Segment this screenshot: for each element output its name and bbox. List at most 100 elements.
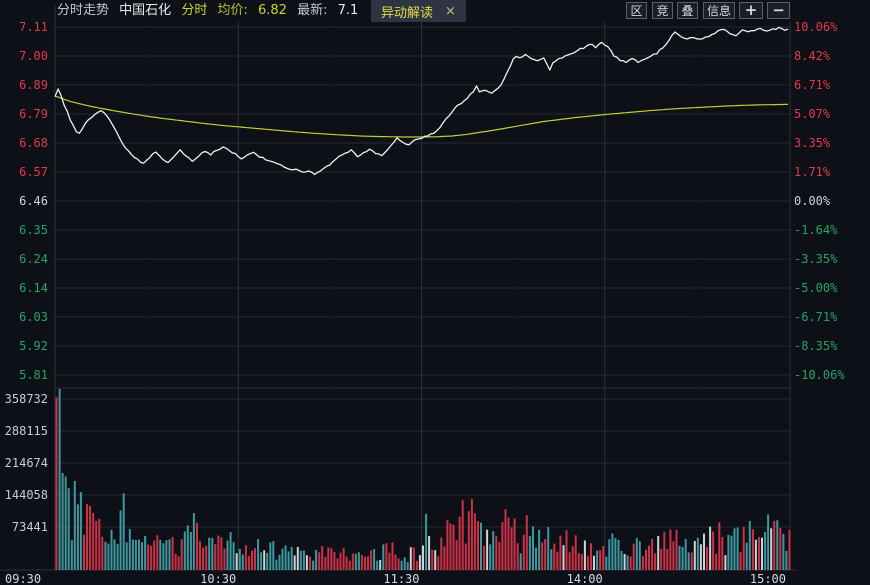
volume-bar <box>156 535 159 570</box>
volume-bar <box>562 545 565 570</box>
volume-bar <box>675 529 678 570</box>
volume-bar <box>342 547 345 570</box>
volume-bar <box>693 541 696 570</box>
volume-bar <box>64 476 67 570</box>
volume-bar <box>266 552 269 570</box>
volume-bar <box>260 552 263 570</box>
toolbar-button-bid[interactable]: 竞 <box>652 2 673 19</box>
mode-label[interactable]: 分时 <box>181 3 208 18</box>
volume-bar <box>611 533 614 570</box>
volume-bar <box>116 544 119 570</box>
volume-bar <box>422 545 424 570</box>
volume-bar <box>706 547 708 570</box>
price-axis-label: 6.79 <box>19 107 48 121</box>
volume-bar <box>764 531 767 570</box>
volume-bar <box>583 540 586 570</box>
volume-bar <box>202 547 205 570</box>
avg-price-line <box>54 95 788 138</box>
price-axis-label: 6.89 <box>19 78 48 92</box>
toolbar-button-zoom-in[interactable]: + <box>739 2 763 19</box>
volume-bar <box>336 558 339 570</box>
volume-bar <box>672 541 675 570</box>
price-axis-label: 6.14 <box>19 281 48 295</box>
volume-bar <box>382 544 385 570</box>
volume-bar <box>125 542 128 570</box>
price-axis-label: 7.00 <box>19 49 48 63</box>
volume-bar <box>452 524 455 570</box>
volume-bar <box>724 555 727 570</box>
volume-bar <box>684 538 687 570</box>
volume-bar <box>183 531 186 570</box>
volume-bar <box>415 560 418 570</box>
volume-bar <box>409 547 412 570</box>
volume-bar <box>89 505 92 570</box>
volume-bar <box>418 555 421 570</box>
toolbar-button-overlay[interactable]: 叠 <box>677 2 698 19</box>
volume-bar <box>244 545 247 570</box>
toolbar-button-info[interactable]: 信息 <box>703 2 735 19</box>
volume-bar <box>159 539 162 570</box>
volume-bar <box>302 550 305 570</box>
volume-bar <box>596 550 599 570</box>
volume-bar <box>189 532 192 570</box>
volume-bar <box>510 527 513 570</box>
volume-bar <box>385 543 388 570</box>
volume-bar <box>367 556 369 570</box>
volume-bar <box>727 534 730 570</box>
volume-bar <box>498 542 501 570</box>
volume-bar <box>345 556 348 570</box>
volume-bar <box>605 556 608 570</box>
volume-bar <box>397 558 400 570</box>
volume-bar <box>199 541 201 570</box>
volume-axis-label: 73441 <box>11 520 48 534</box>
price-axis-label: 5.92 <box>19 339 48 353</box>
close-icon[interactable]: × <box>445 3 456 19</box>
volume-bar <box>599 550 602 570</box>
pct-axis-label: -8.35% <box>794 339 838 353</box>
volume-bar <box>269 542 272 570</box>
volume-bar <box>153 540 156 570</box>
volume-bar <box>186 525 189 570</box>
volume-bar <box>318 552 321 570</box>
volume-bar <box>657 536 660 570</box>
volume-bar <box>773 520 776 570</box>
volume-bar <box>580 554 583 570</box>
volume-bar <box>733 528 736 570</box>
volume-bar <box>373 549 376 570</box>
volume-bar <box>681 547 684 570</box>
volume-bar <box>425 513 428 570</box>
volume-bar <box>767 514 770 570</box>
volume-bar <box>141 542 143 570</box>
volume-bar <box>324 556 327 570</box>
volume-bar <box>586 555 589 570</box>
volume-bar <box>412 547 415 570</box>
volume-bar <box>678 545 681 570</box>
volume-bar <box>73 480 76 570</box>
pct-axis-label: 8.42% <box>794 49 831 63</box>
price-axis-label: 5.81 <box>19 368 48 382</box>
price-axis-label: 6.68 <box>19 136 48 150</box>
volume-bar <box>388 552 391 570</box>
volume-bar <box>525 515 528 570</box>
toolbar-button-zoom-out[interactable]: − <box>767 2 790 19</box>
tab-anomaly-interpretation[interactable]: 异动解读 × <box>371 0 466 22</box>
volume-bar <box>620 550 623 570</box>
volume-bar <box>696 537 699 570</box>
volume-bar <box>275 559 278 570</box>
volume-bar <box>745 542 748 570</box>
volume-bar <box>461 500 464 570</box>
volume-bar <box>128 529 131 570</box>
volume-bar <box>730 535 733 570</box>
volume-bar <box>522 534 525 570</box>
volume-bar <box>748 520 751 570</box>
volume-bar <box>779 527 782 570</box>
toolbar-button-region[interactable]: 区 <box>626 2 647 19</box>
volume-bar <box>290 546 293 570</box>
volume-bar <box>232 542 235 570</box>
volume-bar <box>577 553 580 570</box>
time-axis-label: 15:00 <box>749 572 786 585</box>
volume-bar <box>483 545 486 570</box>
volume-bar <box>565 530 568 570</box>
